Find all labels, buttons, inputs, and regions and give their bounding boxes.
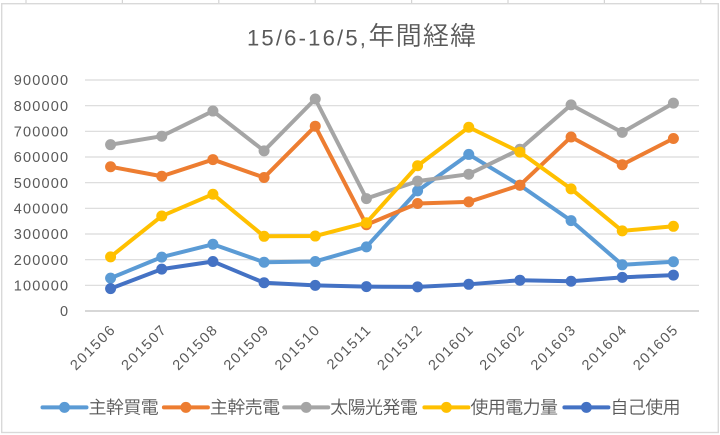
svg-text:15/6-16/5,: 15/6-16/5, xyxy=(247,26,368,51)
svg-text:400000: 400000 xyxy=(14,202,70,218)
svg-text:100000: 100000 xyxy=(14,279,70,295)
svg-text:0: 0 xyxy=(60,304,69,320)
svg-text:800000: 800000 xyxy=(14,99,70,115)
svg-text:300000: 300000 xyxy=(14,227,70,243)
svg-text:700000: 700000 xyxy=(14,125,70,141)
svg-text:500000: 500000 xyxy=(14,176,70,192)
svg-text:200000: 200000 xyxy=(14,253,70,269)
svg-text:600000: 600000 xyxy=(14,150,70,166)
svg-text:900000: 900000 xyxy=(14,73,70,89)
